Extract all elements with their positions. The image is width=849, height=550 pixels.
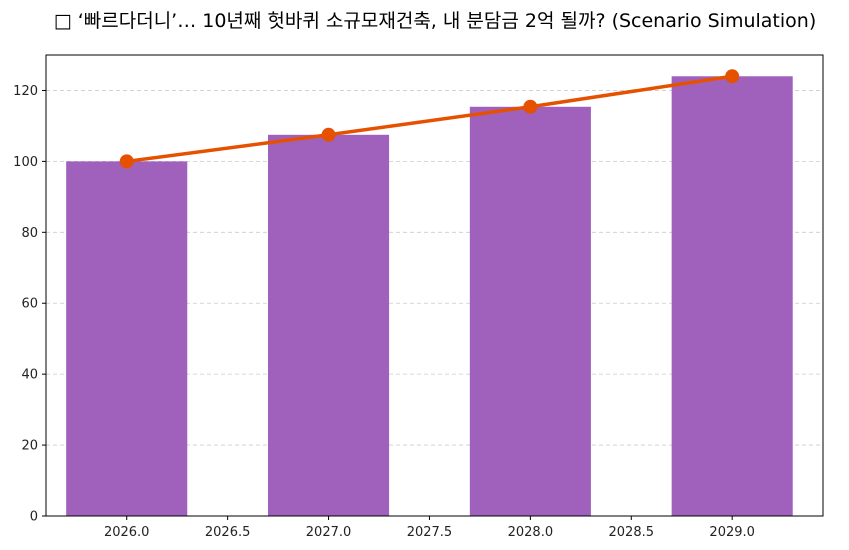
line-point bbox=[725, 69, 740, 84]
bar bbox=[671, 76, 793, 517]
x-tick-label: 2027.0 bbox=[306, 525, 352, 540]
y-tick-label: 100 bbox=[13, 155, 38, 170]
line-point bbox=[119, 154, 134, 169]
y-tick-label: 20 bbox=[21, 439, 38, 454]
x-tick-label: 2027.5 bbox=[407, 525, 453, 540]
bar bbox=[268, 134, 390, 517]
line-point bbox=[321, 127, 336, 142]
line-point bbox=[523, 99, 538, 114]
y-tick-label: 60 bbox=[21, 297, 38, 312]
x-tick-label: 2029.0 bbox=[709, 525, 755, 540]
bar bbox=[66, 161, 188, 516]
bar-series bbox=[66, 76, 793, 517]
chart-title: □ ‘빠르다더니’… 10년째 헛바퀴 소규모재건축, 내 분담금 2억 될까?… bbox=[54, 10, 817, 32]
x-tick-label: 2028.0 bbox=[508, 525, 554, 540]
y-tick-label: 80 bbox=[21, 226, 38, 241]
y-tick-label: 0 bbox=[30, 510, 38, 525]
axes: 0 20 40 60 80 100 120 2026.0 2026.5 2027.0 2027.5 2… bbox=[13, 84, 755, 540]
trend-line bbox=[124, 74, 734, 164]
y-tick-label: 40 bbox=[21, 368, 38, 383]
line-series bbox=[119, 69, 740, 169]
y-tick-label: 120 bbox=[13, 84, 38, 99]
plot-frame bbox=[45, 54, 824, 517]
x-tick-label: 2028.5 bbox=[609, 525, 655, 540]
x-tick-label: 2026.0 bbox=[104, 525, 150, 540]
bar bbox=[469, 106, 591, 516]
x-tick-label: 2026.5 bbox=[205, 525, 251, 540]
